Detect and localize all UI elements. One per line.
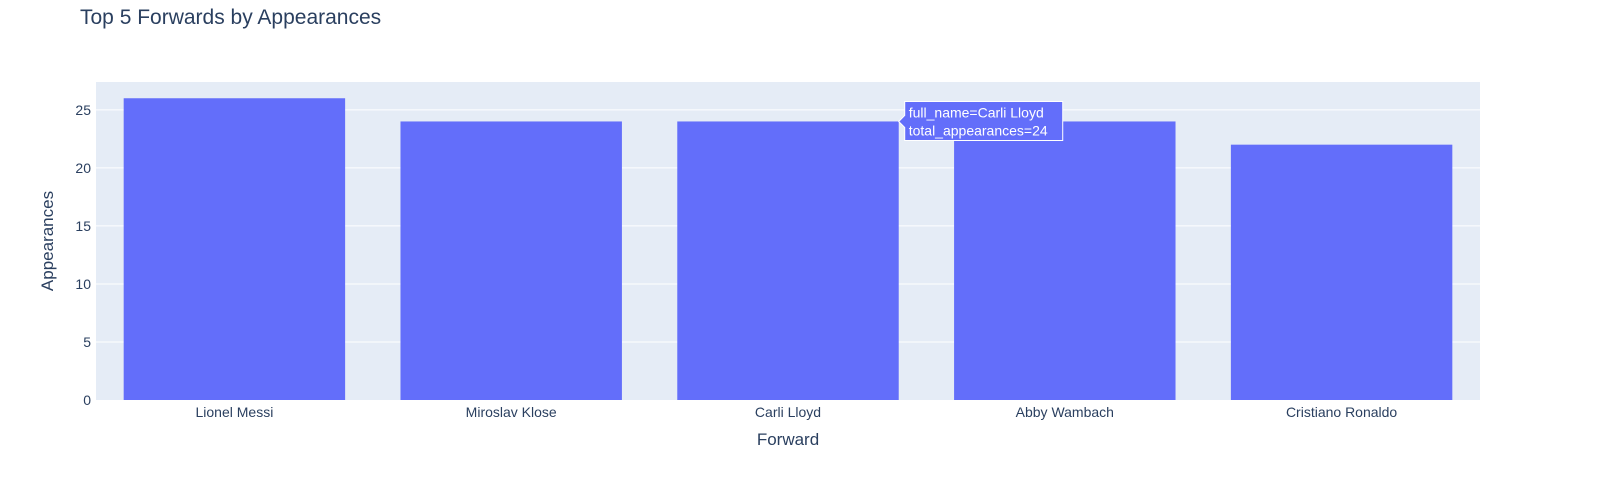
x-tick-label: Lionel Messi <box>195 404 273 420</box>
y-tick-label: 25 <box>75 102 91 118</box>
bar-lionel-messi[interactable] <box>123 98 346 401</box>
bar-cristiano-ronaldo[interactable] <box>1230 144 1453 400</box>
tooltip-line: full_name=Carli Lloyd <box>909 104 1044 120</box>
y-tick-label: 15 <box>75 218 91 234</box>
x-tick-label: Abby Wambach <box>1016 404 1114 420</box>
bar-miroslav-klose[interactable] <box>400 121 622 401</box>
x-tick-label: Cristiano Ronaldo <box>1286 404 1397 420</box>
tooltip-box <box>898 100 1064 141</box>
x-axis-label: Forward <box>757 430 819 449</box>
hover-tooltip: full_name=Carli Lloyd total_appearances=2… <box>898 100 1064 141</box>
x-axis-ticks: Lionel Messi Miroslav Klose Carli Lloyd Abb… <box>195 404 1397 420</box>
tooltip-line: total_appearances=24 <box>909 122 1048 138</box>
bar-abby-wambach[interactable] <box>954 121 1176 401</box>
x-tick-label: Miroslav Klose <box>466 404 557 420</box>
y-axis-label: Appearances <box>38 191 57 291</box>
y-axis-ticks: 0 5 10 15 20 25 <box>75 102 91 408</box>
y-tick-label: 20 <box>75 160 91 176</box>
chart-title: Top 5 Forwards by Appearances <box>80 6 381 29</box>
x-tick-label: Carli Lloyd <box>755 404 821 420</box>
y-tick-label: 10 <box>75 276 91 292</box>
bars <box>123 98 1453 401</box>
y-tick-label: 0 <box>83 392 91 408</box>
y-tick-label: 5 <box>83 334 91 350</box>
bar-carli-lloyd[interactable] <box>677 121 899 401</box>
